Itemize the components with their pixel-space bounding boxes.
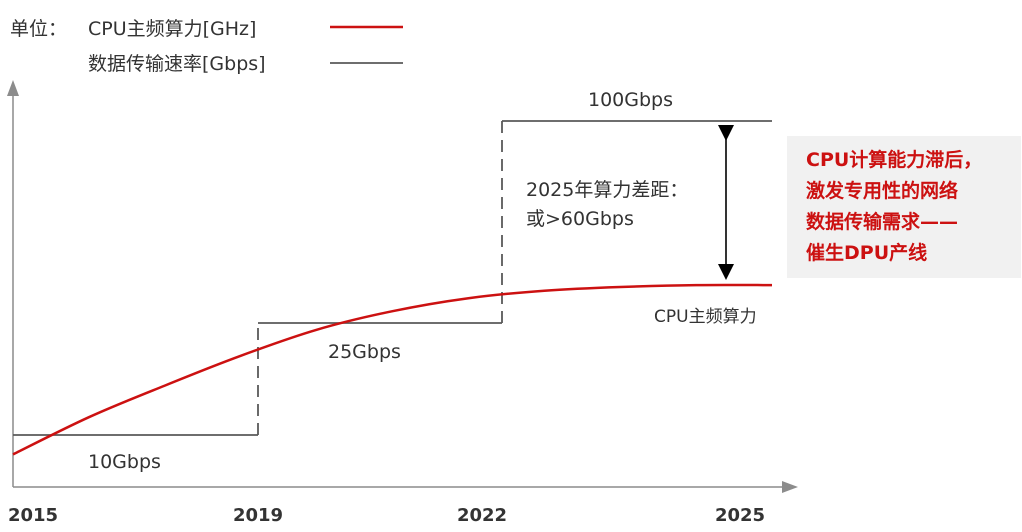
legend-unit-label: 单位： bbox=[10, 18, 67, 40]
gap-annotation-line1: 2025年算力差距： bbox=[526, 179, 688, 201]
net-label-25gbps: 25Gbps bbox=[328, 341, 401, 363]
y-axis-arrow bbox=[7, 80, 19, 96]
callout-line-4: 催生DPU产线 bbox=[806, 241, 927, 264]
x-tick-labels: 2015 2019 2022 2025 bbox=[8, 505, 765, 526]
cpu-curve bbox=[12, 283, 773, 456]
net-rate-series bbox=[13, 120, 772, 436]
callout-line-2: 激发专用性的网络 bbox=[806, 179, 958, 202]
callout: CPU计算能力滞后， 激发专用性的网络 数据传输需求—— 催生DPU产线 bbox=[806, 148, 982, 264]
legend-cpu-label: CPU主频算力[GHz] bbox=[88, 18, 256, 40]
gap-annotation-line2: 或>60Gbps bbox=[526, 208, 634, 230]
net-label-10gbps: 10Gbps bbox=[88, 451, 161, 473]
x-tick-2015: 2015 bbox=[8, 505, 58, 526]
x-tick-2019: 2019 bbox=[233, 505, 283, 526]
x-tick-2025: 2025 bbox=[715, 505, 765, 526]
callout-line-1: CPU计算能力滞后， bbox=[806, 148, 982, 171]
callout-line-3: 数据传输需求—— bbox=[806, 210, 958, 233]
net-label-100gbps: 100Gbps bbox=[588, 89, 673, 111]
x-tick-2022: 2022 bbox=[457, 505, 507, 526]
legend-net-label: 数据传输速率[Gbps] bbox=[88, 53, 266, 75]
x-axis-arrow bbox=[782, 481, 798, 493]
axes bbox=[7, 80, 798, 493]
cpu-end-label: CPU主频算力 bbox=[654, 307, 757, 327]
callout-box bbox=[787, 136, 1021, 278]
legend: 单位： CPU主频算力[GHz] 数据传输速率[Gbps] bbox=[10, 18, 403, 75]
